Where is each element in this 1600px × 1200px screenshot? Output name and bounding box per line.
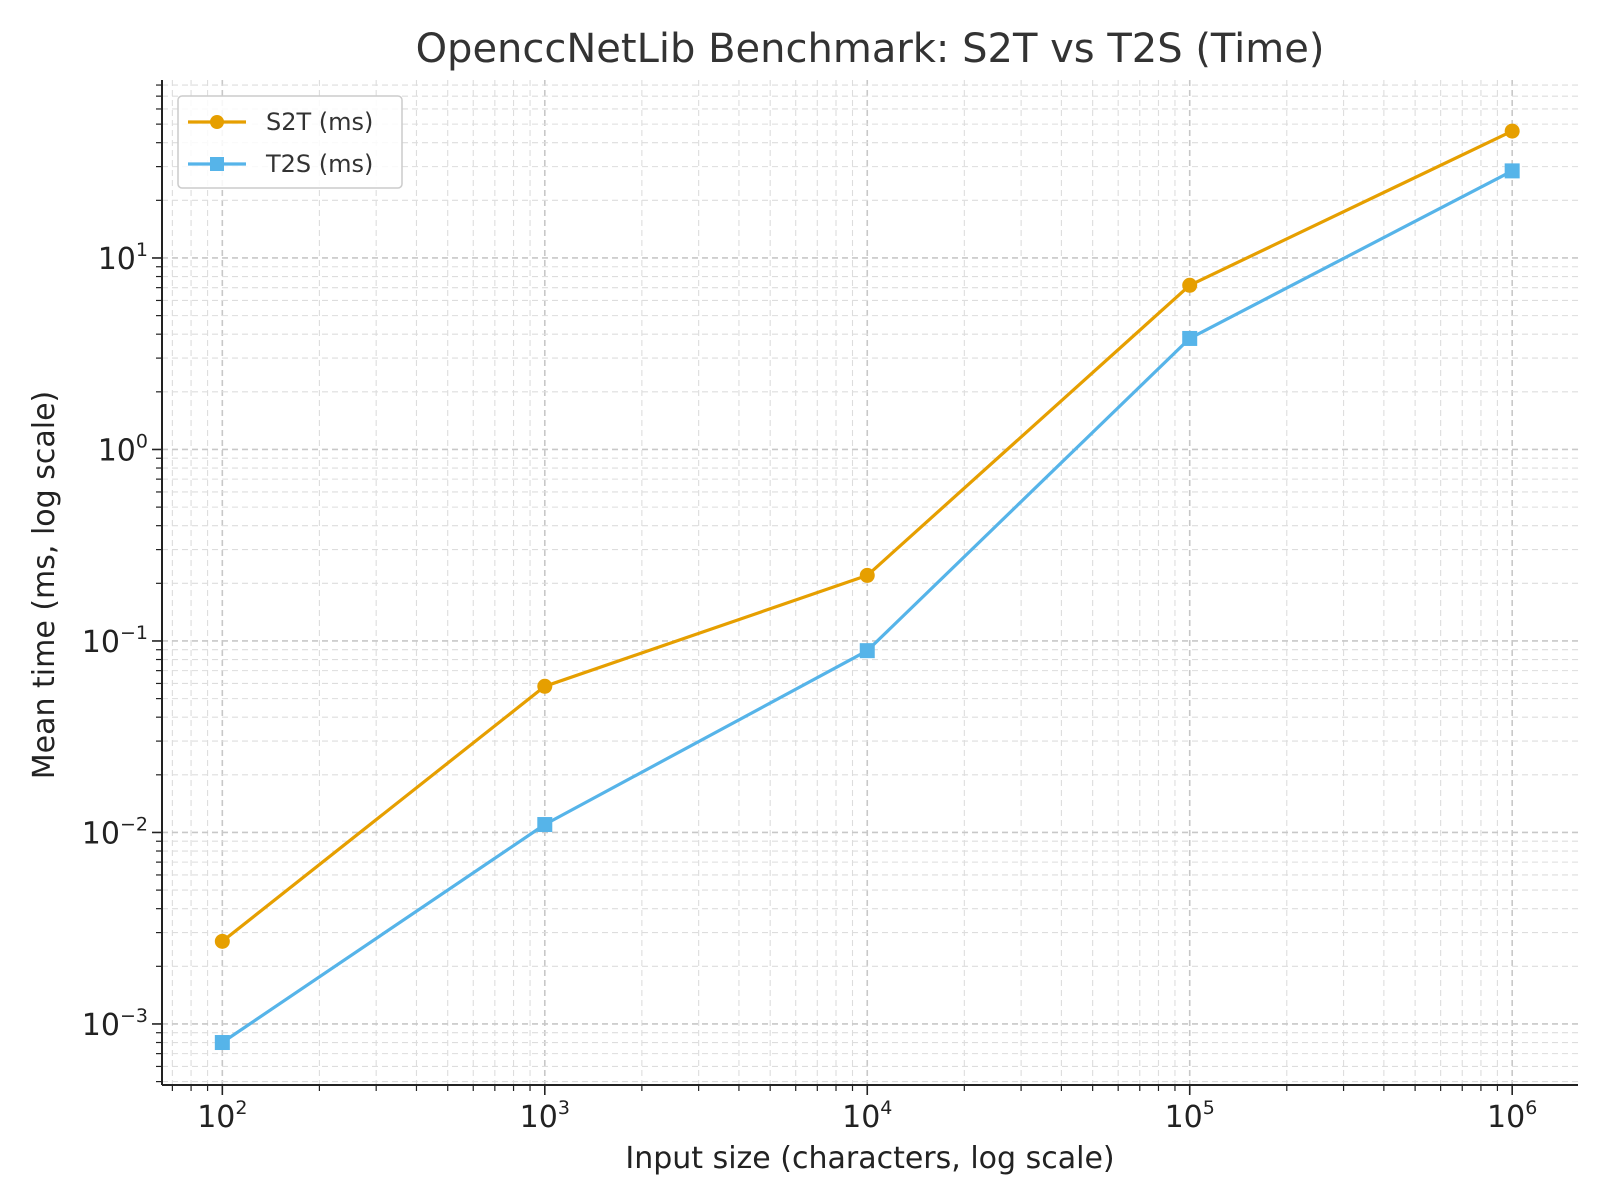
y-tick-label: 101 — [98, 239, 148, 277]
data-point — [1504, 163, 1520, 179]
data-point — [1182, 330, 1198, 346]
y-tick-label: 10−3 — [82, 1005, 148, 1043]
legend-label: T2S (ms) — [265, 150, 373, 178]
y-axis-ticks: 10−3 10−2 10−1 100 101 — [82, 239, 148, 1043]
legend-marker — [210, 157, 224, 171]
legend-marker — [210, 115, 224, 129]
legend-item: T2S (ms) — [188, 150, 373, 178]
y-tick-label: 100 — [98, 430, 148, 468]
x-axis-ticks: 102 103 104 105 106 — [197, 1097, 1537, 1135]
x-tick-label: 103 — [520, 1097, 570, 1135]
x-tick-label: 102 — [197, 1097, 247, 1135]
data-point — [537, 817, 553, 833]
grid — [162, 80, 1578, 1085]
legend-item: S2T (ms) — [188, 108, 373, 136]
data-point — [1182, 277, 1198, 293]
legend: S2T (ms) T2S (ms) — [177, 95, 403, 189]
data-point — [859, 643, 875, 659]
legend-label: S2T (ms) — [266, 108, 373, 136]
x-axis-label: Input size (characters, log scale) — [625, 1141, 1114, 1176]
data-point — [859, 567, 875, 583]
x-tick-label: 104 — [842, 1097, 892, 1135]
series-2 — [214, 163, 1520, 1051]
data-point — [537, 678, 553, 694]
series-1 — [214, 123, 1520, 949]
y-tick-label: 10−2 — [82, 813, 148, 851]
x-tick-label: 105 — [1165, 1097, 1215, 1135]
x-tick-label: 106 — [1487, 1097, 1537, 1135]
data-point — [1504, 123, 1520, 139]
series-layer — [214, 123, 1520, 1051]
chart-title: OpenccNetLib Benchmark: S2T vs T2S (Time… — [416, 26, 1325, 72]
data-point — [214, 1035, 230, 1051]
data-point — [214, 933, 230, 949]
y-axis-label: Mean time (ms, log scale) — [27, 391, 62, 780]
y-tick-label: 10−1 — [82, 622, 148, 660]
axes — [152, 80, 1578, 1095]
